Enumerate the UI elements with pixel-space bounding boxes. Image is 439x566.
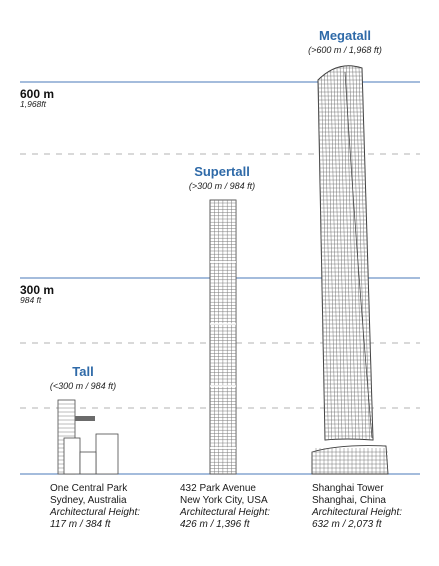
caption-location: Sydney, Australia <box>50 495 127 506</box>
caption-name: One Central Park <box>50 483 128 494</box>
432-park-avenue-facade <box>210 200 237 474</box>
spiral-notch <box>344 71 373 439</box>
caption-name: Shanghai Tower <box>312 483 384 494</box>
building-one-central-park <box>57 399 119 475</box>
level-300-sub: 984 ft <box>20 295 42 305</box>
category-megatall-title: Megatall <box>319 28 371 43</box>
shanghai-tower-podium <box>311 445 389 475</box>
building-shanghai-tower <box>311 65 389 475</box>
caption-height-label: Architectural Height: <box>49 507 140 518</box>
category-supertall-title: Supertall <box>194 164 250 179</box>
caption-432-park-avenue: 432 Park Avenue New York City, USA Archi… <box>179 483 270 530</box>
level-300-label: 300 m <box>20 283 54 297</box>
caption-height-value: 426 m / 1,396 ft <box>180 519 251 530</box>
category-tall-range: (<300 m / 984 ft) <box>50 381 116 391</box>
caption-shanghai-tower: Shanghai Tower Shanghai, China Architect… <box>311 483 402 530</box>
level-600-label: 600 m <box>20 87 54 101</box>
building-432-park-avenue <box>209 199 237 475</box>
category-supertall-range: (>300 m / 984 ft) <box>189 181 255 191</box>
caption-height-label: Architectural Height: <box>179 507 270 518</box>
caption-height-label: Architectural Height: <box>311 507 402 518</box>
caption-location: New York City, USA <box>180 495 268 506</box>
level-600-sub: 1,968ft <box>20 99 47 109</box>
cantilever-heliostat <box>75 416 95 421</box>
category-megatall-range: (>600 m / 1,968 ft) <box>308 45 382 55</box>
caption-height-value: 117 m / 384 ft <box>50 519 112 530</box>
caption-height-value: 632 m / 2,073 ft <box>312 519 383 530</box>
caption-location: Shanghai, China <box>312 495 386 506</box>
caption-name: 432 Park Avenue <box>180 483 256 494</box>
caption-one-central-park: One Central Park Sydney, Australia Archi… <box>49 483 140 530</box>
category-tall-title: Tall <box>72 364 93 379</box>
